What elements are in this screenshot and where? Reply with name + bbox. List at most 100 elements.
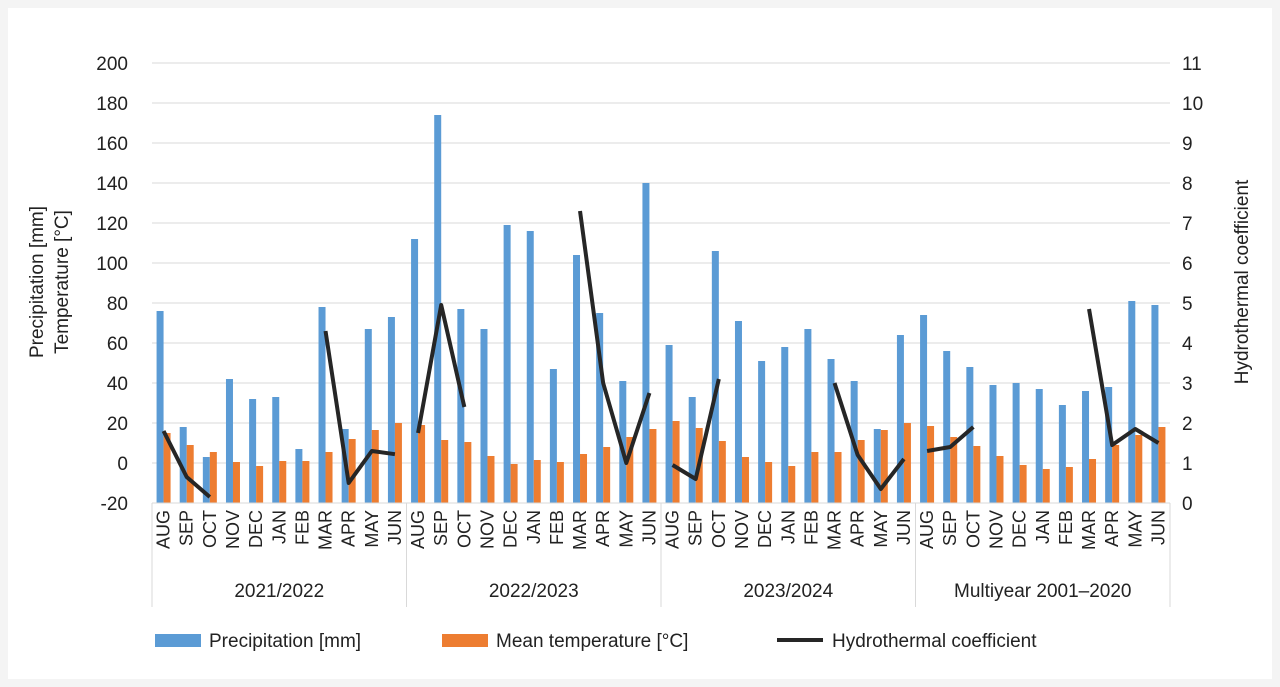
month-label: MAY <box>362 510 382 548</box>
precipitation-bar <box>596 313 604 503</box>
right-tick-label: 4 <box>1182 334 1193 355</box>
precipitation-bar <box>318 307 326 503</box>
temperature-bar <box>418 425 426 503</box>
hydrothermal-line <box>323 330 396 485</box>
precipitation-bar <box>896 335 904 503</box>
temperature-bar <box>302 461 310 503</box>
month-label: JUN <box>639 510 659 545</box>
hydrothermal-line <box>1087 308 1160 447</box>
left-tick-label: 40 <box>107 374 128 395</box>
temperature-bar <box>1065 467 1073 503</box>
month-label: JUN <box>1148 510 1168 545</box>
left-tick-label: 180 <box>96 94 128 115</box>
month-label: NOV <box>223 510 243 549</box>
month-label: MAR <box>570 510 590 550</box>
precipitation-bar <box>573 255 581 503</box>
month-label: MAY <box>616 510 636 548</box>
category-axis: AUG SEP OCT NOV DEC JAN FEB MAR APR MAY JUN2021/20… <box>151 502 1171 607</box>
temperature-bar <box>325 452 333 503</box>
left-axis: -20 0 20 40 60 80 100 120 140 160 180 200 <box>96 54 128 515</box>
legend-swatch-temperature <box>442 634 488 647</box>
temperature-bar <box>603 447 611 503</box>
legend-label-precipitation: Precipitation [mm] <box>209 631 361 652</box>
temperature-bar <box>580 454 588 503</box>
month-label: MAY <box>871 510 891 548</box>
month-label: DEC <box>246 510 266 548</box>
month-label: JUN <box>385 510 405 545</box>
left-tick-label: 200 <box>96 54 128 75</box>
left-tick-label: 120 <box>96 214 128 235</box>
precipitation-bar <box>943 351 951 503</box>
precipitation-bar <box>434 115 442 503</box>
temperature-bar <box>626 437 634 503</box>
left-tick-label: 20 <box>107 414 128 435</box>
temperature-bar <box>672 421 680 503</box>
precipitation-bar <box>873 429 881 503</box>
temperature-bar <box>857 440 865 503</box>
precipitation-bar <box>920 315 928 503</box>
month-label: SEP <box>686 510 706 546</box>
temperature-bar <box>163 433 171 503</box>
month-label: AUG <box>663 510 683 549</box>
month-label: FEB <box>292 510 312 545</box>
month-label: APR <box>339 510 359 547</box>
precipitation-bar <box>480 329 488 503</box>
precipitation-bar <box>364 329 372 503</box>
hydrothermal-line <box>926 425 975 453</box>
temperature-bar <box>788 466 796 503</box>
month-label: NOV <box>732 510 752 549</box>
month-label: MAR <box>825 510 845 550</box>
temperature-bar <box>533 460 541 503</box>
month-label: JUN <box>894 510 914 545</box>
temperature-bar <box>765 462 773 503</box>
left-tick-label: 0 <box>117 454 128 475</box>
precipitation-bar <box>272 397 280 503</box>
legend-swatch-precipitation <box>155 634 201 647</box>
month-label: MAY <box>1125 510 1145 548</box>
precipitation-bar <box>1035 389 1043 503</box>
temperature-bar <box>880 430 888 503</box>
left-tick-label: 80 <box>107 294 128 315</box>
precipitation-bar <box>411 239 419 503</box>
temperature-bar <box>371 430 379 503</box>
month-label: JAN <box>778 510 798 544</box>
temperature-bar <box>811 452 819 503</box>
precipitation-bar <box>1128 301 1136 503</box>
month-label: SEP <box>177 510 197 546</box>
temperature-bar <box>232 462 240 503</box>
hydrothermal-line <box>671 378 721 481</box>
temperature-bar <box>279 461 287 503</box>
precipitation-bar <box>966 367 974 503</box>
temperature-bar <box>903 423 911 503</box>
month-label: FEB <box>1056 510 1076 545</box>
right-axis: 0 1 2 3 4 5 6 7 8 9 10 11 <box>1182 54 1203 515</box>
precipitation-bar <box>688 397 696 503</box>
right-tick-label: 7 <box>1182 214 1193 235</box>
precipitation-bar <box>387 317 395 503</box>
precipitation-bar <box>295 449 303 503</box>
temperature-bar <box>487 456 495 503</box>
left-axis-title-1: Precipitation [mm] <box>27 206 48 358</box>
precipitation-bar <box>526 231 534 503</box>
precipitation-bar <box>1151 305 1159 503</box>
hydrothermal-line <box>416 303 467 434</box>
precipitation-bar <box>804 329 812 503</box>
temperature-bar <box>950 437 958 503</box>
month-label: MAR <box>316 510 336 550</box>
temperature-bar <box>927 426 935 503</box>
temperature-bar <box>464 442 472 503</box>
left-tick-label: 140 <box>96 174 128 195</box>
temperature-bar <box>186 445 194 503</box>
group-label: 2022/2023 <box>489 581 579 602</box>
right-tick-label: 5 <box>1182 294 1193 315</box>
precipitation-bar <box>1012 383 1020 503</box>
month-label: SEP <box>431 510 451 546</box>
left-tick-label: 60 <box>107 334 128 355</box>
precipitation-bar <box>179 427 187 503</box>
right-axis-title: Hydrothermal coefficient <box>1232 179 1253 384</box>
month-label: JAN <box>1033 510 1053 544</box>
temperature-bar <box>649 429 657 503</box>
month-label: APR <box>848 510 868 547</box>
precipitation-bar <box>989 385 997 503</box>
month-label: DEC <box>1010 510 1030 548</box>
